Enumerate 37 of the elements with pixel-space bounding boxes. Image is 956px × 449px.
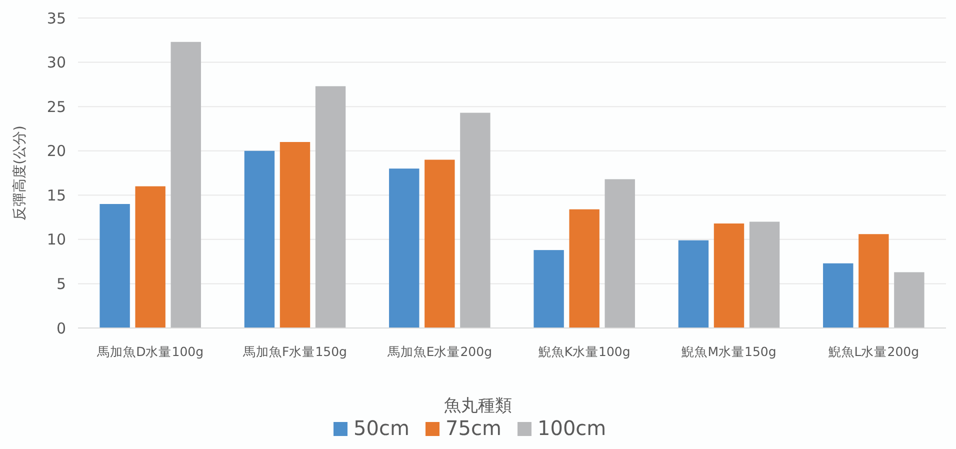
- x-tick-label: 鯢魚M水量150g: [682, 344, 776, 359]
- bar: [315, 86, 346, 328]
- bar: [714, 223, 744, 328]
- y-tick-label: 10: [46, 230, 66, 249]
- bar: [604, 179, 635, 328]
- bar: [534, 250, 564, 328]
- y-tick-label: 35: [46, 9, 66, 28]
- y-tick-label: 15: [46, 186, 66, 204]
- bar: [460, 112, 490, 328]
- x-axis-title: 魚丸種類: [444, 396, 512, 416]
- bar: [135, 186, 166, 328]
- x-tick-label: 馬加魚F水量150g: [242, 344, 347, 359]
- legend-label: 100cm: [538, 416, 606, 440]
- y-tick-label: 5: [56, 274, 66, 293]
- x-tick-label: 馬加魚E水量200g: [386, 344, 492, 359]
- bar: [749, 222, 780, 328]
- y-tick-label: 20: [46, 142, 66, 160]
- y-tick-label: 25: [46, 98, 66, 116]
- bar: [100, 204, 130, 328]
- legend-label: 75cm: [446, 416, 502, 440]
- bar: [894, 272, 924, 328]
- bar: [389, 168, 420, 328]
- y-axis-title: 反彈高度(公分): [12, 126, 28, 220]
- y-tick-label: 0: [56, 319, 66, 338]
- bar: [678, 240, 709, 328]
- bar: [170, 42, 201, 328]
- bar: [280, 142, 310, 328]
- bar: [569, 209, 600, 328]
- bar: [424, 160, 455, 328]
- y-tick-label: 30: [46, 54, 66, 72]
- bar: [823, 263, 854, 328]
- legend-label: 50cm: [354, 416, 410, 440]
- bar: [244, 150, 275, 328]
- x-tick-label: 馬加魚D水量100g: [96, 344, 204, 359]
- x-tick-label: 鯢魚K水量100g: [538, 344, 630, 359]
- x-tick-label: 鯢魚L水量200g: [828, 344, 920, 359]
- bar: [858, 234, 889, 328]
